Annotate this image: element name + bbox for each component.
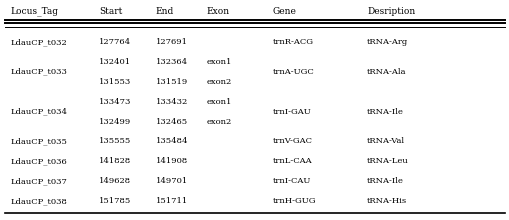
Text: 127764: 127764 <box>99 38 131 46</box>
Text: Desription: Desription <box>366 7 415 16</box>
Text: 135555: 135555 <box>99 138 131 145</box>
Text: Start: Start <box>99 7 123 16</box>
Text: LdauCP_t037: LdauCP_t037 <box>10 177 67 185</box>
Text: tRNA-Ala: tRNA-Ala <box>366 68 406 76</box>
Text: exon1: exon1 <box>206 58 232 66</box>
Text: tRNA-Ile: tRNA-Ile <box>366 108 403 116</box>
Text: trnL-CAA: trnL-CAA <box>272 157 312 165</box>
Text: LdauCP_t036: LdauCP_t036 <box>10 157 67 165</box>
Text: trnV-GAC: trnV-GAC <box>272 138 312 145</box>
Text: LdauCP_t035: LdauCP_t035 <box>10 138 67 145</box>
Text: trnR-ACG: trnR-ACG <box>272 38 313 46</box>
Text: exon2: exon2 <box>206 78 232 86</box>
Text: 135484: 135484 <box>155 138 188 145</box>
Text: 133473: 133473 <box>99 98 131 106</box>
Text: LdauCP_t038: LdauCP_t038 <box>10 197 67 205</box>
Text: LdauCP_t032: LdauCP_t032 <box>10 38 67 46</box>
Text: exon2: exon2 <box>206 117 232 126</box>
Text: 151711: 151711 <box>155 197 187 205</box>
Text: tRNA-Ile: tRNA-Ile <box>366 177 403 185</box>
Text: LdauCP_t034: LdauCP_t034 <box>10 108 67 116</box>
Text: LdauCP_t033: LdauCP_t033 <box>10 68 67 76</box>
Text: tRNA-Val: tRNA-Val <box>366 138 405 145</box>
Text: 141828: 141828 <box>99 157 131 165</box>
Text: End: End <box>155 7 174 16</box>
Text: trnI-CAU: trnI-CAU <box>272 177 310 185</box>
Text: tRNA-Arg: tRNA-Arg <box>366 38 408 46</box>
Text: tRNA-Leu: tRNA-Leu <box>366 157 408 165</box>
Text: 132465: 132465 <box>155 117 187 126</box>
Text: Exon: Exon <box>206 7 229 16</box>
Text: exon1: exon1 <box>206 98 232 106</box>
Text: 149701: 149701 <box>155 177 187 185</box>
Text: 149628: 149628 <box>99 177 131 185</box>
Text: tRNA-His: tRNA-His <box>366 197 407 205</box>
Text: 131553: 131553 <box>99 78 131 86</box>
Text: 132401: 132401 <box>99 58 131 66</box>
Text: 151785: 151785 <box>99 197 131 205</box>
Text: Locus_Tag: Locus_Tag <box>10 7 58 16</box>
Text: trnI-GAU: trnI-GAU <box>272 108 311 116</box>
Text: 132499: 132499 <box>99 117 131 126</box>
Text: 131519: 131519 <box>155 78 187 86</box>
Text: trnH-GUG: trnH-GUG <box>272 197 316 205</box>
Text: Gene: Gene <box>272 7 296 16</box>
Text: trnA-UGC: trnA-UGC <box>272 68 314 76</box>
Text: 141908: 141908 <box>155 157 187 165</box>
Text: 133432: 133432 <box>155 98 187 106</box>
Text: 132364: 132364 <box>155 58 187 66</box>
Text: 127691: 127691 <box>155 38 187 46</box>
